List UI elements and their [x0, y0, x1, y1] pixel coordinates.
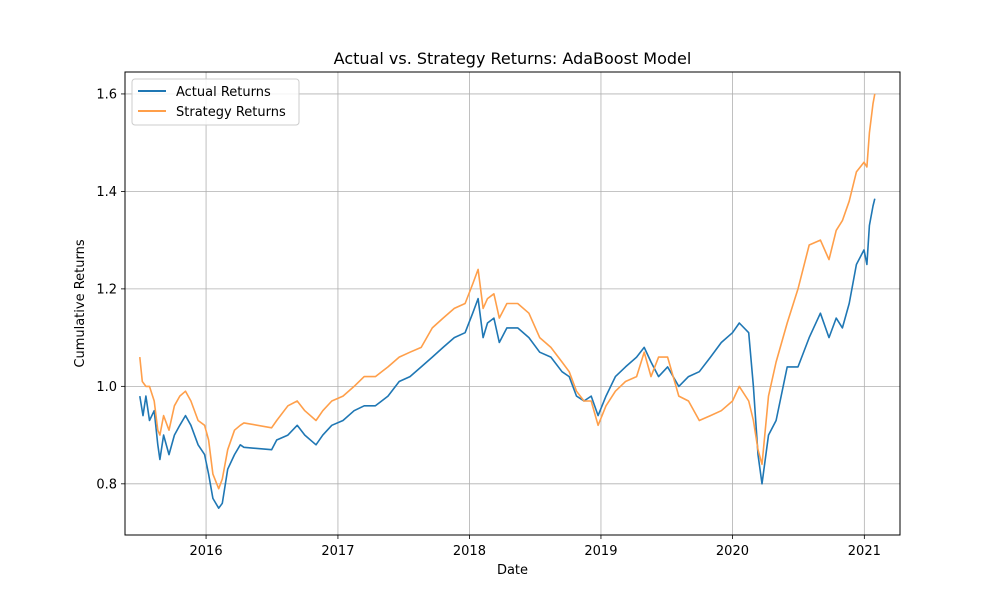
series-lines: [139, 93, 876, 510]
x-tick-label: 2017: [321, 544, 354, 559]
chart-title: Actual vs. Strategy Returns: AdaBoost Mo…: [334, 49, 692, 68]
y-tick-label: 1.4: [96, 185, 117, 200]
x-tick-label: 2018: [453, 544, 486, 559]
series-line-strategy-returns: [139, 93, 876, 490]
legend: Actual Returns Strategy Returns: [131, 78, 300, 126]
y-axis-ticks: 0.8 1.0 1.2 1.4 1.6: [96, 87, 125, 492]
y-tick-label: 1.6: [96, 87, 117, 102]
plot-frame: [124, 71, 901, 536]
legend-box: [131, 78, 300, 126]
x-tick-label: 2020: [716, 544, 749, 559]
x-tick-label: 2021: [848, 544, 881, 559]
y-tick-label: 1.0: [96, 380, 117, 395]
y-tick-label: 1.2: [96, 282, 117, 297]
x-axis-label: Date: [497, 563, 528, 578]
y-axis-label: Cumulative Returns: [73, 239, 88, 367]
legend-label-actual-returns: Actual Returns: [176, 85, 271, 100]
y-tick-label: 0.8: [96, 477, 117, 492]
x-tick-label: 2016: [190, 544, 223, 559]
x-axis-ticks: 2016 2017 2018 2019 2020 2021: [190, 535, 881, 559]
series-line-actual-returns: [139, 198, 876, 510]
legend-label-strategy-returns: Strategy Returns: [176, 105, 286, 120]
x-tick-label: 2019: [584, 544, 617, 559]
grid-lines: [125, 72, 900, 535]
